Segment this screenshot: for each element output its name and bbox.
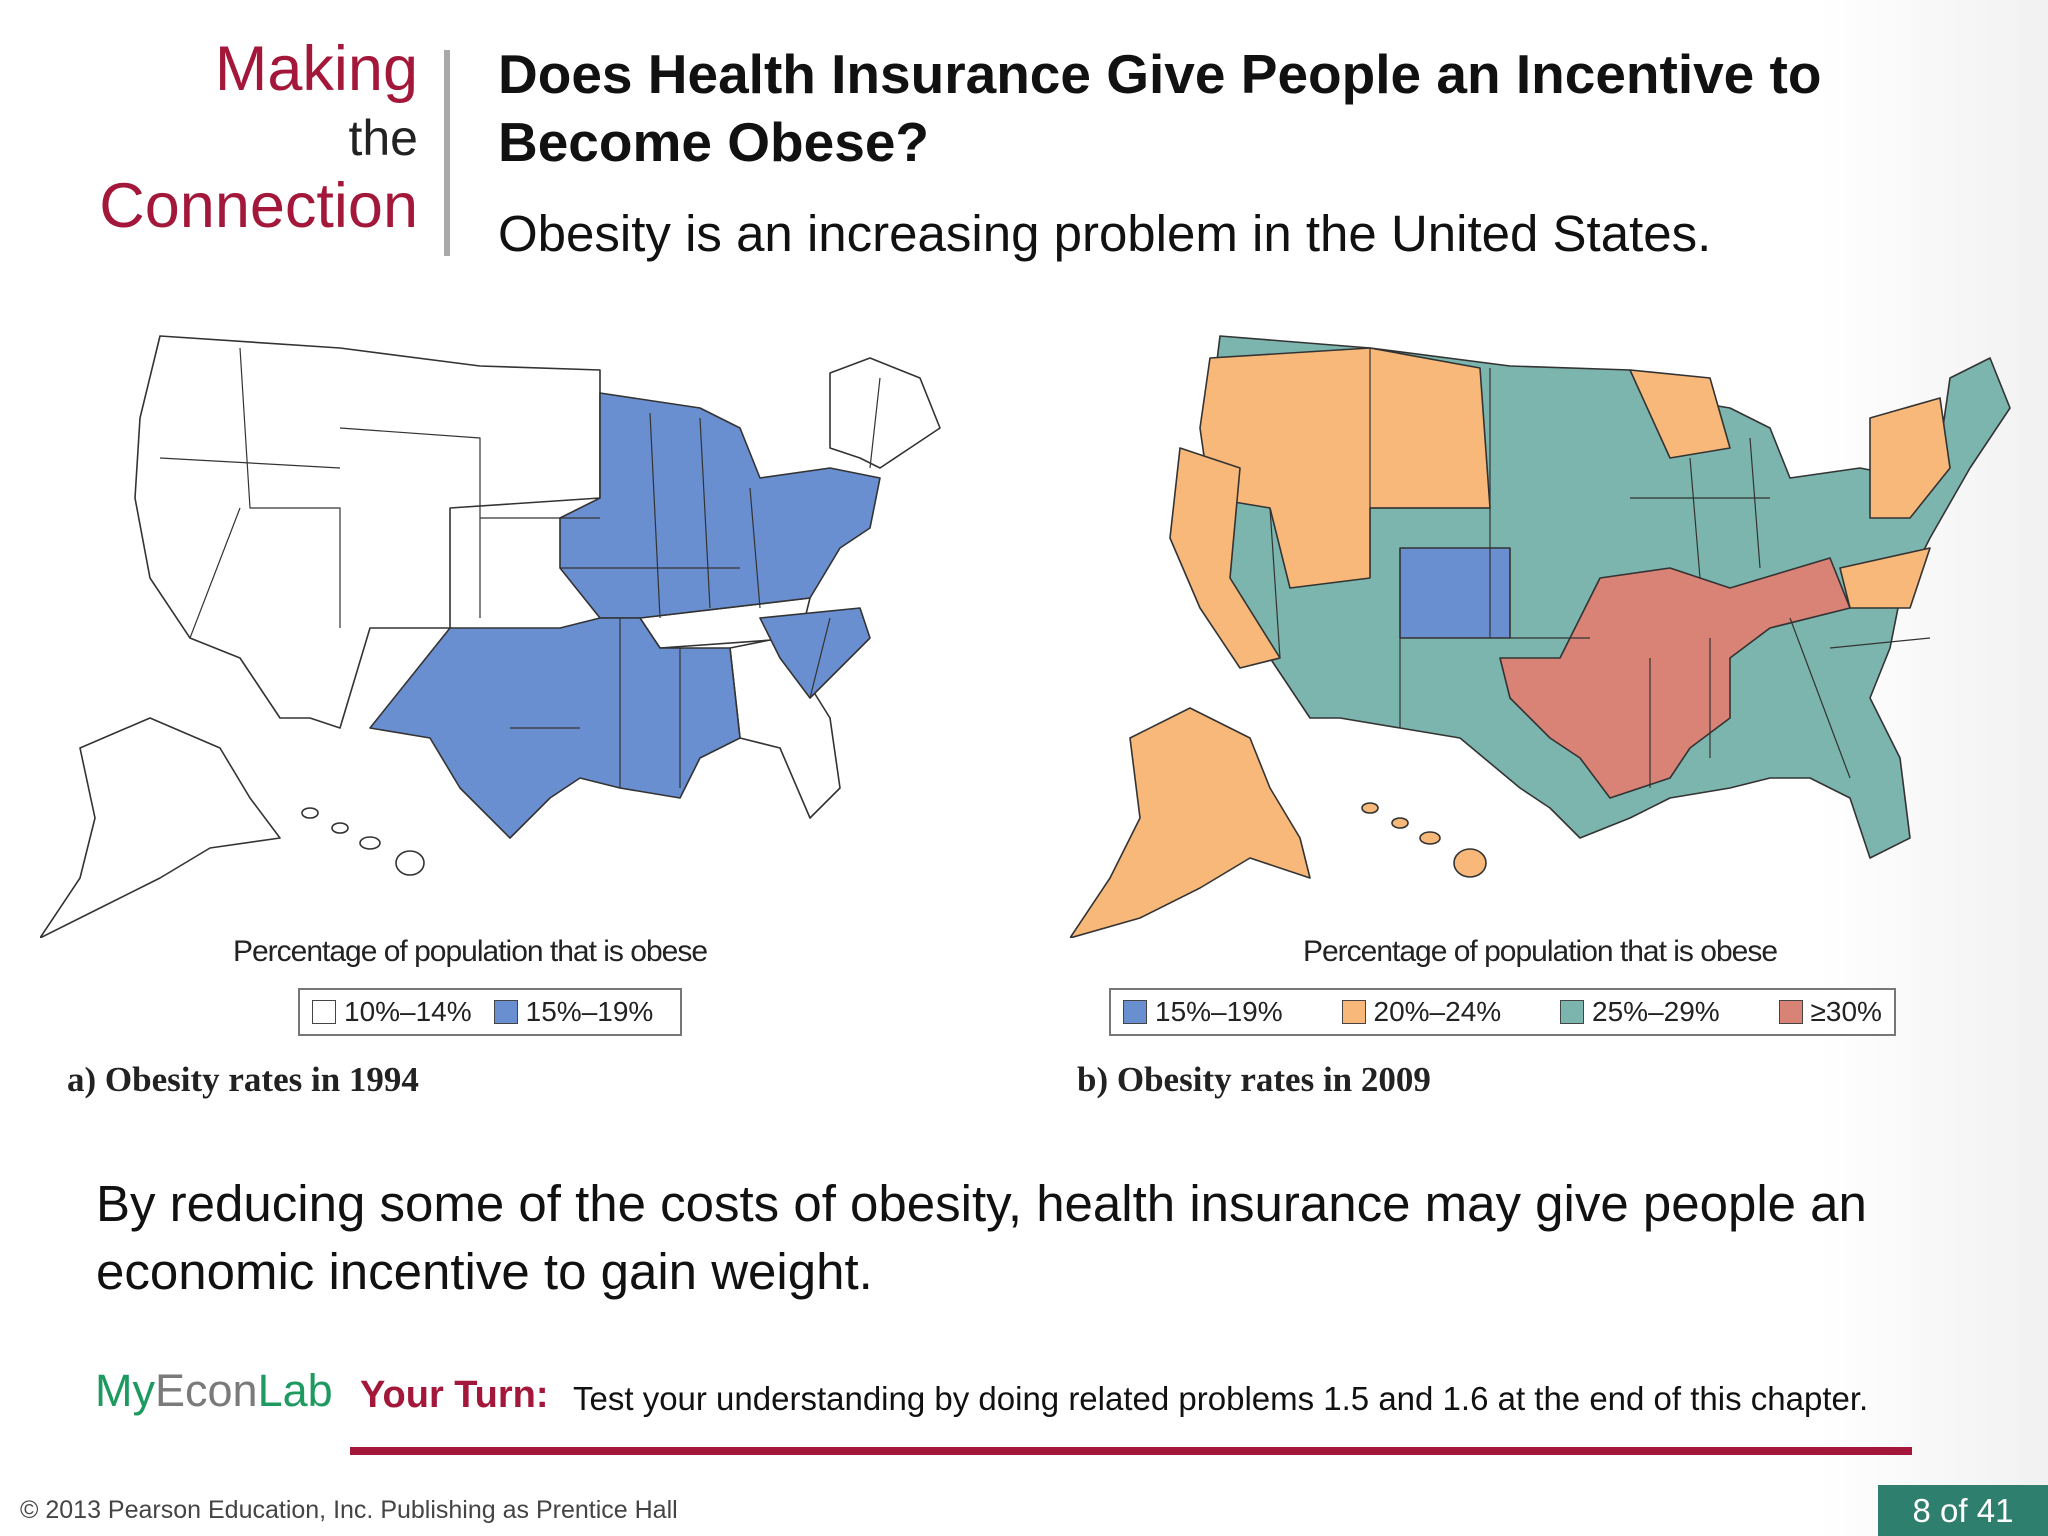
legend-item: 10%–14%	[312, 996, 472, 1028]
legend-label: 15%–19%	[525, 996, 654, 1027]
your-turn-text: Test your understanding by doing related…	[573, 1380, 1869, 1417]
slide-subtitle: Obesity is an increasing problem in the …	[498, 205, 1712, 262]
legend-label: 25%–29%	[1592, 996, 1720, 1027]
map-region-alaska-orange	[1070, 707, 1311, 938]
your-turn-label: Your Turn:	[360, 1374, 549, 1416]
map-region-colorado-blue	[1399, 547, 1511, 639]
slide-title: Does Health Insurance Give People an Inc…	[498, 43, 1822, 173]
map-island	[1361, 802, 1379, 814]
legend-label: 20%–24%	[1373, 996, 1502, 1027]
map-region-midwest-blue	[559, 392, 881, 619]
figure-caption-2009: b) Obesity rates in 2009	[1077, 1060, 1431, 1099]
figure-caption-1994: a) Obesity rates in 1994	[67, 1060, 419, 1099]
map-region-minnesota-orange	[1629, 369, 1731, 459]
legend-item: 20%–24%	[1341, 996, 1502, 1028]
legend-2009: 15%–19% 20%–24% 25%–29% ≥30%	[1109, 988, 1896, 1036]
map-island	[395, 850, 425, 876]
map-region-northeast	[829, 357, 941, 469]
legend-label: ≥30%	[1810, 996, 1882, 1027]
making-label: Making	[214, 34, 418, 104]
header-divider	[444, 50, 450, 256]
legend-item: 25%–29%	[1560, 996, 1720, 1028]
legend-title-2009: Percentage of population that is obese	[1302, 935, 1778, 968]
map-island	[359, 836, 381, 850]
myeconlab-lab: Lab	[257, 1365, 333, 1416]
page-number-badge: 8 of 41	[1878, 1485, 2048, 1536]
copyright-footer: © 2013 Pearson Education, Inc. Publishin…	[20, 1496, 678, 1524]
map-region-virginia-orange	[1839, 547, 1931, 609]
map-island	[1453, 848, 1487, 878]
body-paragraph: By reducing some of the costs of obesity…	[96, 1175, 1867, 1300]
legend-swatch	[493, 1000, 518, 1024]
legend-item: 15%–19%	[493, 996, 654, 1028]
us-map-2009-svg	[1070, 335, 2011, 938]
map-island	[331, 822, 349, 834]
map-region-california-orange	[1169, 447, 1281, 669]
legend-1994: 10%–14% 15%–19%	[298, 988, 682, 1036]
legend-swatch	[312, 1000, 336, 1024]
map-region-northeast-orange	[1869, 397, 1951, 519]
us-map-1994-svg	[40, 335, 941, 938]
connection-label: Connection	[99, 171, 418, 241]
legend-title-1994: Percentage of population that is obese	[232, 935, 708, 968]
footer-rule	[350, 1447, 1912, 1455]
map-region-west	[134, 335, 601, 729]
us-map-1994	[40, 318, 985, 938]
legend-item: ≥30%	[1778, 996, 1882, 1028]
map-region-alaska	[40, 717, 281, 938]
map-island	[301, 807, 319, 819]
legend-item: 15%–19%	[1123, 996, 1283, 1028]
legend-swatch	[1123, 1000, 1147, 1024]
myeconlab-logo[interactable]: MyEconLab	[95, 1365, 333, 1417]
the-label: the	[348, 110, 418, 166]
legend-label: 15%–19%	[1155, 996, 1283, 1027]
legend-swatch	[1560, 1000, 1585, 1024]
legend-label: 10%–14%	[344, 996, 472, 1027]
legend-swatch	[1341, 1000, 1366, 1024]
map-region-south-red	[1499, 557, 1851, 799]
myeconlab-my: My	[95, 1365, 155, 1416]
map-island	[1419, 831, 1441, 845]
legend-swatch	[1778, 1000, 1803, 1024]
myeconlab-econ: Econ	[155, 1365, 258, 1416]
map-region-carolinas-blue	[759, 607, 871, 699]
map-island	[1391, 817, 1409, 829]
us-map-2009	[1070, 318, 2015, 938]
